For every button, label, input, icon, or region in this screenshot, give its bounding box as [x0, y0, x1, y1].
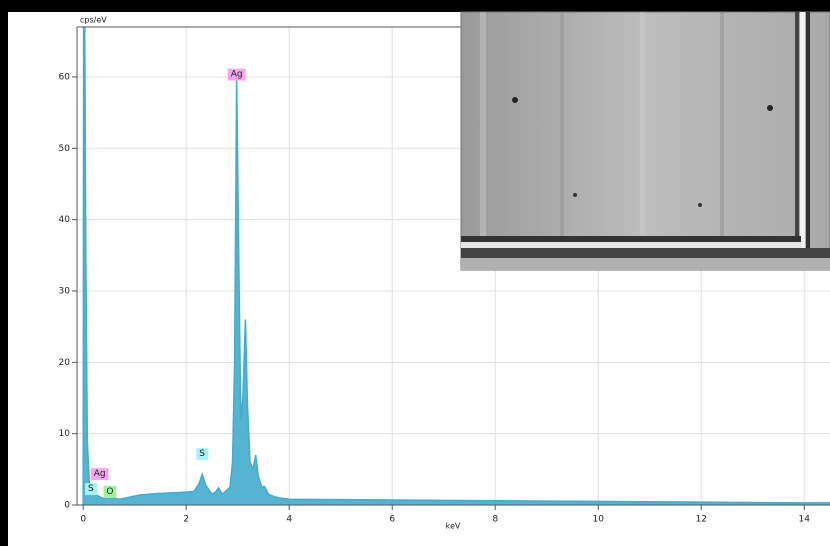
- sem-image: [460, 11, 830, 271]
- peak-label-text: Ag: [231, 70, 243, 80]
- peak-label: O: [103, 485, 117, 498]
- peak-label-box: [196, 448, 209, 461]
- x-tick-label: 12: [696, 515, 707, 525]
- x-tick-label: 14: [799, 515, 811, 525]
- y-tick-label: 40: [59, 215, 71, 225]
- peak-label: S: [196, 448, 209, 461]
- peak-label-box: [90, 468, 109, 481]
- y-tick-label: 0: [64, 501, 70, 511]
- x-tick-label: 8: [492, 515, 498, 525]
- y-axis-label: cps/eV: [80, 16, 107, 25]
- peak-label: Ag: [90, 468, 109, 481]
- peak-label-text: O: [106, 487, 113, 497]
- spectrum-line: [82, 27, 830, 505]
- peak-label-box: [85, 483, 98, 496]
- x-axis-label: keV: [446, 522, 461, 531]
- frame-top: [0, 0, 830, 12]
- y-tick-label: 10: [59, 429, 71, 439]
- peak-label-text: S: [199, 449, 205, 459]
- peak-label-text: S: [88, 484, 94, 494]
- peak-label: Ag: [227, 68, 246, 81]
- peak-label-box: [103, 485, 117, 498]
- peak-label-text: Ag: [94, 469, 106, 479]
- y-tick-label: 60: [59, 72, 71, 82]
- x-tick-label: 2: [183, 515, 189, 525]
- peak-label-box: [227, 68, 246, 81]
- frame-left: [0, 0, 8, 546]
- x-tick-label: 4: [286, 515, 292, 525]
- x-tick-label: 0: [80, 515, 86, 525]
- y-tick-label: 30: [59, 286, 71, 296]
- y-tick-label: 20: [59, 358, 71, 368]
- peak-label: S: [85, 483, 98, 496]
- plot: [82, 27, 830, 505]
- y-tick-label: 50: [59, 144, 71, 154]
- x-tick-label: 10: [593, 515, 605, 525]
- x-tick-label: 6: [389, 515, 395, 525]
- axes: 0 10 20 30 40 50 60 0 2 4 6 8 10 12 14: [59, 72, 811, 524]
